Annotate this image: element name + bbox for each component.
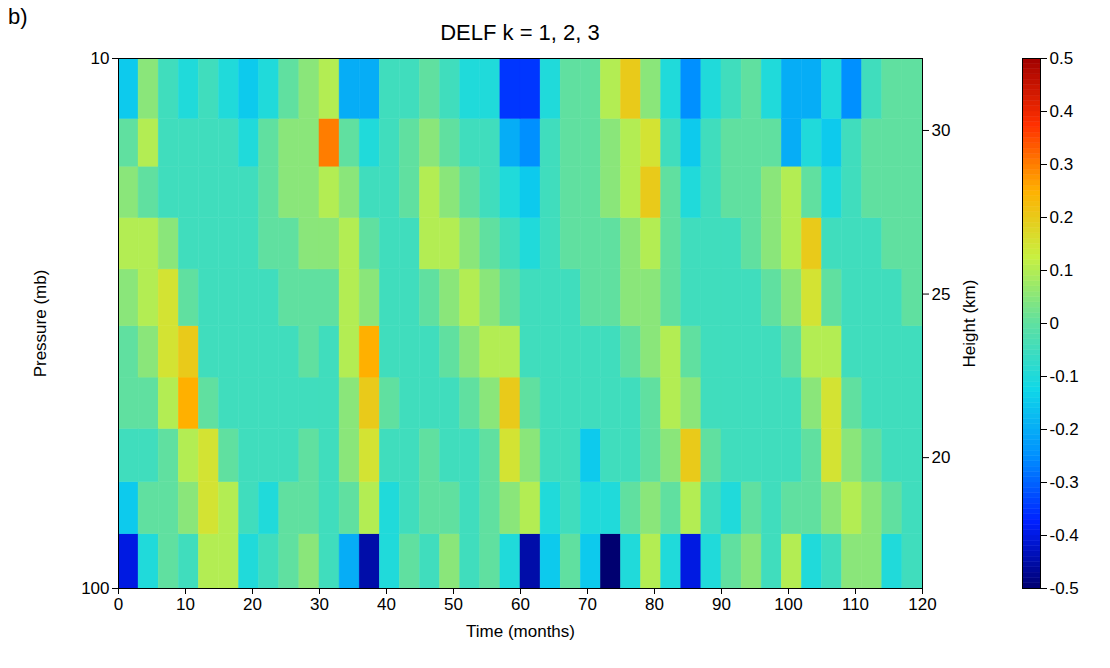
svg-text:90: 90 xyxy=(712,595,731,614)
svg-text:0.3: 0.3 xyxy=(1050,155,1074,174)
svg-text:0: 0 xyxy=(114,595,123,614)
svg-text:-0.4: -0.4 xyxy=(1050,526,1079,545)
svg-text:70: 70 xyxy=(578,595,597,614)
svg-text:Height (km): Height (km) xyxy=(960,280,979,368)
svg-text:25: 25 xyxy=(932,284,951,303)
html-text:b): b) xyxy=(8,4,28,29)
svg-text:100: 100 xyxy=(81,579,109,598)
svg-text:120: 120 xyxy=(908,595,936,614)
svg-text:Time (months): Time (months) xyxy=(466,622,575,641)
svg-text:110: 110 xyxy=(842,595,869,614)
svg-text:10: 10 xyxy=(176,595,195,614)
svg-text:Pressure (mb): Pressure (mb) xyxy=(31,270,50,378)
svg-text:0.1: 0.1 xyxy=(1050,261,1074,280)
svg-text:0.5: 0.5 xyxy=(1050,49,1074,68)
svg-text:0.4: 0.4 xyxy=(1050,102,1074,121)
svg-text:20: 20 xyxy=(243,595,262,614)
svg-text:80: 80 xyxy=(645,595,664,614)
svg-text:-0.1: -0.1 xyxy=(1050,367,1079,386)
svg-text:-0.2: -0.2 xyxy=(1050,420,1079,439)
svg-text:30: 30 xyxy=(932,121,951,140)
svg-text:20: 20 xyxy=(932,448,951,467)
svg-text:30: 30 xyxy=(310,595,329,614)
svg-text:0: 0 xyxy=(1050,314,1059,333)
svg-text:10: 10 xyxy=(91,49,110,68)
svg-text:100: 100 xyxy=(774,595,802,614)
svg-text:0.2: 0.2 xyxy=(1050,208,1074,227)
svg-text:-0.5: -0.5 xyxy=(1050,579,1079,598)
html-text:DELF k = 1, 2, 3: DELF k = 1, 2, 3 xyxy=(440,20,600,45)
svg-text:50: 50 xyxy=(444,595,463,614)
svg-text:40: 40 xyxy=(377,595,396,614)
svg-text:-0.3: -0.3 xyxy=(1050,473,1079,492)
svg-text:60: 60 xyxy=(511,595,530,614)
